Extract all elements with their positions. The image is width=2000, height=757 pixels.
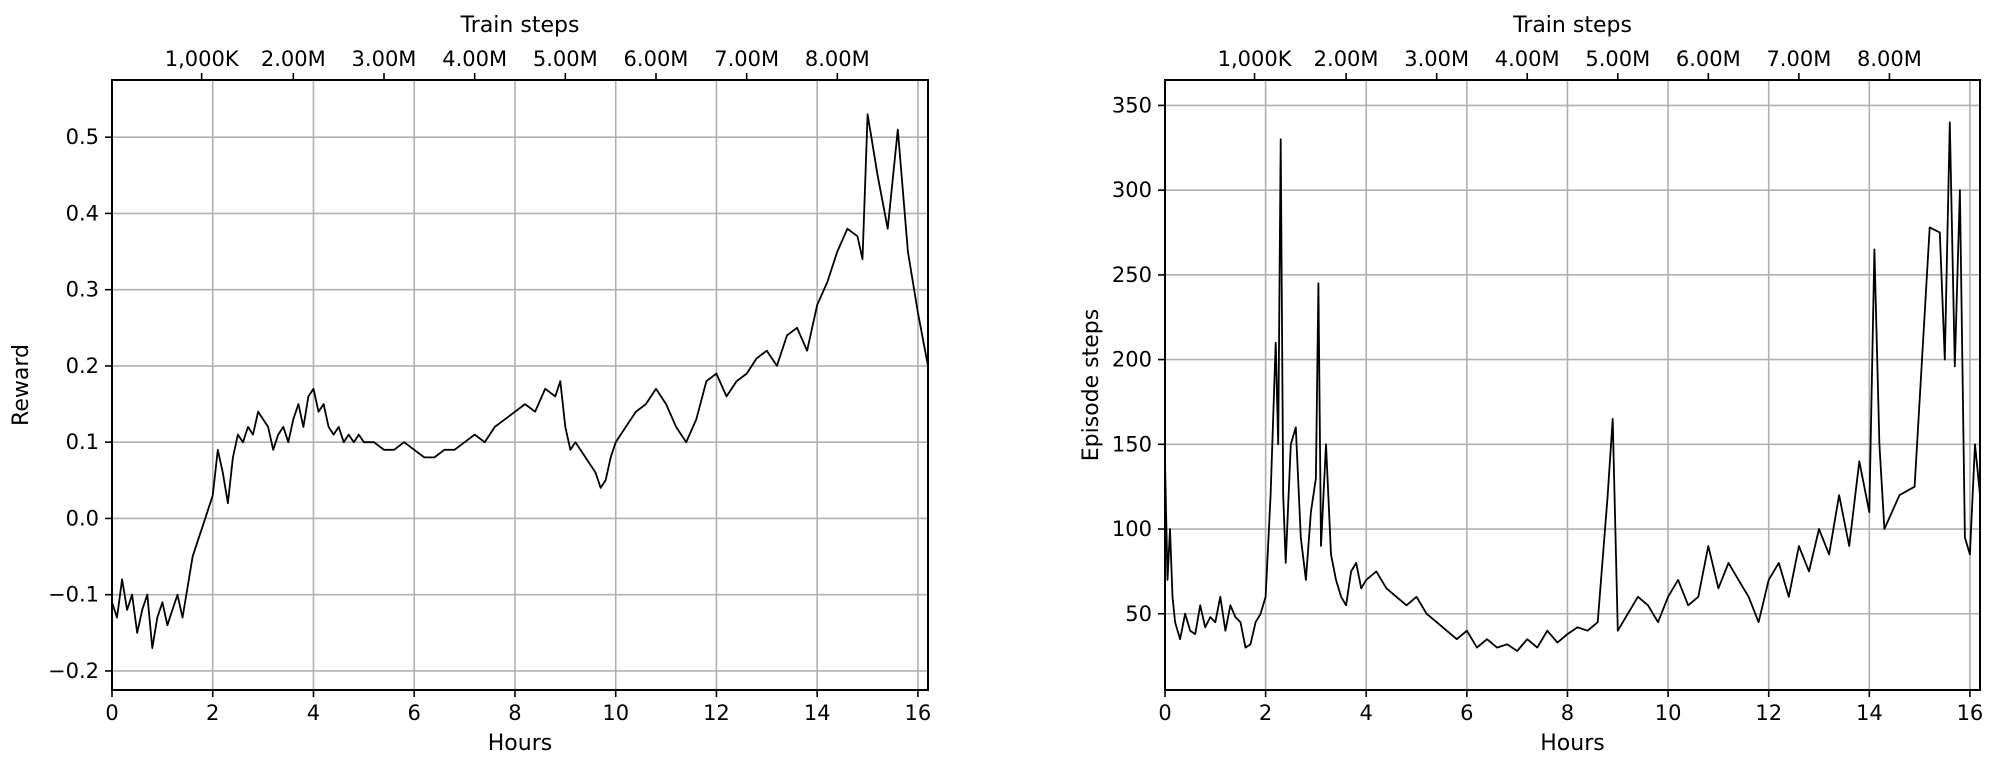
- x-tick-label: 16: [905, 701, 932, 725]
- top-tick-label: 1,000K: [165, 47, 240, 71]
- y-axis-label: Episode steps: [1079, 309, 1104, 461]
- top-axis-label: Train steps: [1512, 13, 1632, 38]
- top-tick-label: 7.00M: [1766, 47, 1831, 71]
- x-tick-label: 4: [307, 701, 320, 725]
- y-tick-label: 250: [1112, 263, 1152, 287]
- top-tick-label: 1,000K: [1218, 47, 1293, 71]
- top-tick-label: 3.00M: [352, 47, 417, 71]
- x-tick-label: 14: [1856, 701, 1883, 725]
- top-tick-label: 2.00M: [1314, 47, 1379, 71]
- x-tick-label: 6: [1460, 701, 1473, 725]
- top-tick-label: 3.00M: [1404, 47, 1469, 71]
- x-tick-label: 8: [1561, 701, 1574, 725]
- top-tick-label: 4.00M: [1495, 47, 1560, 71]
- y-tick-label: 50: [1125, 602, 1152, 626]
- y-tick-label: 100: [1112, 517, 1152, 541]
- x-tick-label: 8: [508, 701, 521, 725]
- y-tick-label: −0.2: [48, 659, 99, 683]
- y-tick-label: 0.3: [66, 278, 99, 302]
- x-tick-label: 0: [1158, 701, 1171, 725]
- y-tick-label: 0.5: [66, 125, 99, 149]
- top-tick-label: 5.00M: [533, 47, 598, 71]
- top-tick-label: 8.00M: [805, 47, 870, 71]
- reward-chart: 0 2 4 6 8 10 12 14 16 −0.2 −0.1 0.0 0.1 0.2 0.3 0.4 0.5 1…: [9, 13, 931, 756]
- x-tick-label: 2: [1259, 701, 1272, 725]
- top-tick-label: 8.00M: [1857, 47, 1922, 71]
- plot-frame: [1164, 79, 1981, 691]
- top-tick-label: 4.00M: [442, 47, 507, 71]
- y-tick-label: 350: [1112, 93, 1152, 117]
- y-tick-label: −0.1: [48, 583, 99, 607]
- top-tick-label: 5.00M: [1585, 47, 1650, 71]
- y-tick-label: 0.2: [66, 354, 99, 378]
- x-tick-label: 6: [408, 701, 421, 725]
- y-tick-label: 0.1: [66, 430, 99, 454]
- x-axis-label: Hours: [488, 731, 552, 756]
- x-tick-label: 10: [602, 701, 629, 725]
- y-tick-label: 0.4: [66, 201, 99, 225]
- x-tick-label: 14: [804, 701, 831, 725]
- top-tick-label: 7.00M: [714, 47, 779, 71]
- x-tick-label: 0: [105, 701, 118, 725]
- y-tick-label: 300: [1112, 178, 1152, 202]
- x-tick-label: 16: [1957, 701, 1984, 725]
- y-tick-label: 200: [1112, 348, 1152, 372]
- x-tick-label: 12: [1755, 701, 1782, 725]
- x-tick-label: 12: [703, 701, 730, 725]
- x-tick-label: 4: [1360, 701, 1373, 725]
- top-tick-label: 6.00M: [624, 47, 689, 71]
- y-axis-label: Reward: [9, 344, 34, 426]
- x-tick-label: 2: [206, 701, 219, 725]
- plot-frame: [111, 79, 929, 691]
- series-line: [111, 113, 929, 649]
- series-line: [1164, 121, 1981, 652]
- y-tick-label: 0.0: [66, 506, 99, 530]
- x-tick-label: 10: [1655, 701, 1682, 725]
- top-axis-label: Train steps: [460, 13, 580, 38]
- x-axis-label: Hours: [1540, 731, 1604, 756]
- top-tick-label: 2.00M: [261, 47, 326, 71]
- episode-steps-chart: 0 2 4 6 8 10 12 14 16 50 100 150 200 250 300 350 1,000K 2…: [1079, 13, 1983, 756]
- y-tick-label: 150: [1112, 432, 1152, 456]
- top-tick-label: 6.00M: [1676, 47, 1741, 71]
